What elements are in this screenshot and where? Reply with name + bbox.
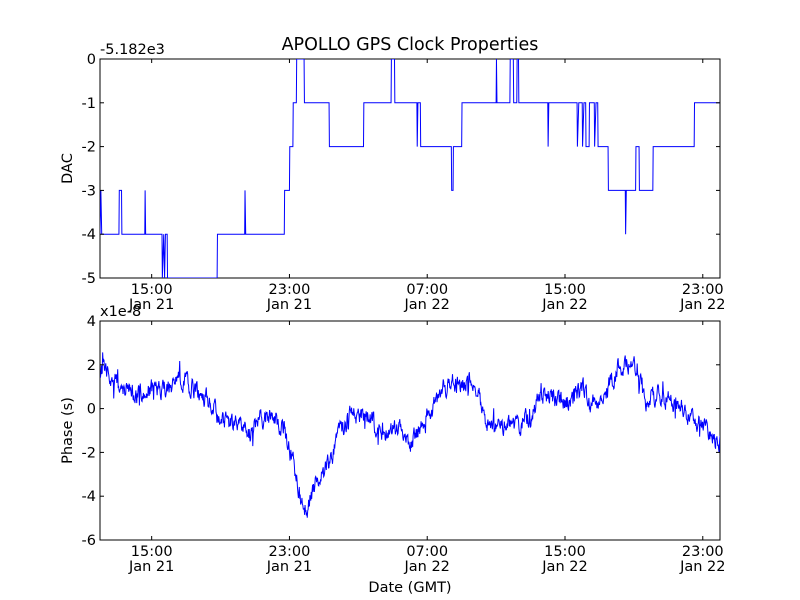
x-tick-label-time: 15:00 [544,544,586,560]
chart-title: APOLLO GPS Clock Properties [282,35,539,55]
x-tick-label-date: Jan 22 [541,559,587,575]
x-tick-label-date: Jan 22 [404,559,450,575]
x-tick-label-time: 23:00 [682,544,724,560]
x-tick-label-date: Jan 22 [679,559,725,575]
x-tick-label-time: 07:00 [406,544,448,560]
x-tick-label-time: 23:00 [269,544,311,560]
x-axis-label: Date (GMT) [368,580,451,596]
y-tick-label: -4 [82,489,96,505]
data-series-dac [100,59,720,278]
x-tick-label-date: Jan 21 [266,559,312,575]
x-tick-label-time: 07:00 [406,282,448,298]
x-tick-label-time: 23:00 [269,282,311,298]
x-tick-label-date: Jan 21 [128,559,174,575]
x-tick-label-date: Jan 21 [266,297,312,313]
y-tick-label: -2 [82,140,96,156]
x-tick-label-time: 15:00 [544,282,586,298]
plot-frame [99,58,721,279]
y-tick-label: -4 [82,227,96,243]
y-tick-label: -6 [82,533,96,549]
x-tick-label-date: Jan 21 [128,297,174,313]
plot-frame [99,320,721,541]
data-series-phase [100,352,720,518]
x-tick-label-time: 23:00 [682,282,724,298]
y-tick-label: 0 [87,402,96,418]
x-tick-label-date: Jan 22 [404,297,450,313]
y-tick-label: -3 [82,183,96,199]
y-tick-label: 4 [87,314,96,330]
y-axis-label: Phase (s) [60,397,76,464]
axis-offset-label: -5.182e3 [100,42,165,58]
y-tick-label: -2 [82,445,96,461]
x-tick-label-date: Jan 22 [679,297,725,313]
y-axis-label: DAC [60,153,76,184]
y-tick-label: 0 [87,52,96,68]
y-tick-label: 2 [87,358,96,374]
y-tick-label: -5 [82,271,96,287]
axis-offset-label: x1e-8 [100,304,141,320]
x-tick-label-time: 15:00 [131,282,173,298]
y-tick-label: -1 [82,96,96,112]
x-tick-label-date: Jan 22 [541,297,587,313]
x-tick-label-time: 15:00 [131,544,173,560]
